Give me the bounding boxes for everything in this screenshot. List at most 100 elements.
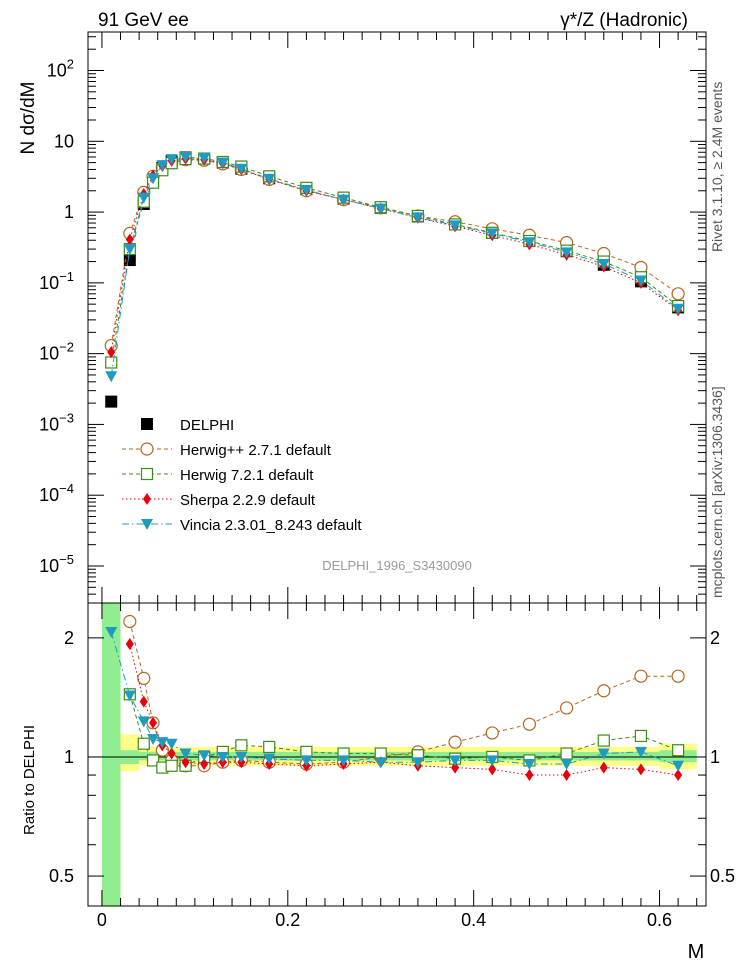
data-point xyxy=(636,763,645,776)
data-point xyxy=(486,228,499,240)
ratio-y-tick-label: 1 xyxy=(64,747,74,767)
data-point xyxy=(263,753,276,765)
data-point xyxy=(123,244,136,256)
legend-entry: Herwig++ 2.7.1 default xyxy=(122,442,332,459)
series-line xyxy=(110,159,679,346)
data-point xyxy=(560,247,573,259)
legend-entry: DELPHI xyxy=(141,417,234,434)
data-point xyxy=(300,755,313,767)
ratio-y-axis-label: Ratio to DELPHI xyxy=(21,725,38,835)
header-left-title: 91 GeV ee xyxy=(98,10,189,31)
data-point xyxy=(137,192,150,204)
main-y-axis-label: N dσ/dM xyxy=(18,82,39,155)
y-tick-label: 10 xyxy=(54,131,74,151)
legend-label: Herwig 7.2.1 default xyxy=(180,467,314,484)
legend-marker xyxy=(141,519,153,530)
data-point xyxy=(599,761,608,774)
data-point xyxy=(560,758,573,770)
header-right-title: γ*/Z (Hadronic) xyxy=(560,10,688,31)
data-point xyxy=(523,237,536,249)
data-point xyxy=(300,185,313,197)
data-point xyxy=(525,769,534,782)
legend-label: Vincia 2.3.01_8.243 default xyxy=(180,517,362,534)
legend-marker xyxy=(140,467,154,481)
series-line xyxy=(129,621,679,767)
x-tick-label: 0 xyxy=(97,910,107,930)
data-point xyxy=(634,746,647,758)
ratio-y-tick-label: 2 xyxy=(64,628,74,648)
ratio-y-tick-label-right: 0.5 xyxy=(710,866,735,886)
data-point xyxy=(179,748,192,760)
data-point xyxy=(123,254,136,267)
data-point xyxy=(451,761,460,774)
data-point xyxy=(560,747,573,760)
legend: DELPHI Herwig++ 2.7.1 default Herwig 7.2.1… xyxy=(122,417,362,534)
data-point xyxy=(107,346,116,359)
data-point xyxy=(597,684,611,698)
series-line xyxy=(110,631,679,767)
ratio-series-group xyxy=(105,614,685,782)
data-point xyxy=(147,734,160,746)
data-point xyxy=(488,763,497,776)
data-point xyxy=(485,726,499,740)
x-tick-labels: 0 0.2 0.4 0.6 xyxy=(97,910,672,930)
data-point xyxy=(562,769,571,782)
data-point xyxy=(216,157,229,169)
series-0 xyxy=(105,151,685,408)
data-point xyxy=(634,669,648,683)
data-point xyxy=(105,626,118,638)
data-point xyxy=(448,735,462,749)
data-point xyxy=(597,748,610,760)
y-tick-label: 1 xyxy=(64,202,74,222)
x-tick-label: 0.2 xyxy=(275,910,300,930)
data-point xyxy=(156,160,169,172)
data-point xyxy=(671,669,685,683)
stat-uncertainty-band xyxy=(101,603,121,906)
legend-marker xyxy=(140,442,154,456)
ratio-plot-frame xyxy=(87,602,707,907)
main-series-group xyxy=(104,151,685,408)
data-point xyxy=(235,163,248,175)
data-point xyxy=(179,151,192,163)
data-point xyxy=(449,755,462,767)
data-point xyxy=(123,690,136,702)
ratio-y-tick-label: 0.5 xyxy=(49,866,74,886)
data-point xyxy=(674,769,683,782)
data-point xyxy=(165,154,178,166)
data-point xyxy=(597,258,610,270)
data-point xyxy=(125,637,134,650)
series-2 xyxy=(105,152,685,369)
data-point xyxy=(672,744,685,757)
data-point xyxy=(139,695,148,708)
data-point xyxy=(156,737,169,749)
ratio-y-tick-label-right: 1 xyxy=(710,747,720,767)
series-line xyxy=(110,158,679,353)
data-point xyxy=(235,739,248,752)
data-point xyxy=(263,173,276,185)
y-tick-label: 10−5 xyxy=(39,552,74,576)
ratio-y-tick-labels: 0.5 0.5 1 1 2 2 xyxy=(49,628,735,886)
data-point xyxy=(337,755,350,767)
y-tick-label: 10−2 xyxy=(39,340,74,364)
data-point xyxy=(105,395,118,408)
ratio-axis-ticks xyxy=(88,603,706,906)
data-point xyxy=(123,614,137,629)
y-tick-label: 102 xyxy=(47,57,74,81)
data-point xyxy=(137,671,151,685)
legend-entry: Vincia 2.3.01_8.243 default xyxy=(122,517,362,534)
series-3 xyxy=(105,626,685,772)
data-point xyxy=(137,737,150,750)
data-point xyxy=(337,194,350,206)
data-point xyxy=(634,275,647,287)
data-point xyxy=(200,757,209,770)
data-point xyxy=(523,758,536,770)
legend-marker xyxy=(141,418,153,430)
data-point xyxy=(263,740,276,754)
data-point xyxy=(149,716,158,729)
data-point xyxy=(374,757,387,769)
data-point xyxy=(597,734,610,747)
data-point xyxy=(449,220,462,232)
legend-label: Sherpa 2.2.9 default xyxy=(180,492,316,509)
series-4 xyxy=(105,151,685,383)
data-point xyxy=(374,203,387,215)
